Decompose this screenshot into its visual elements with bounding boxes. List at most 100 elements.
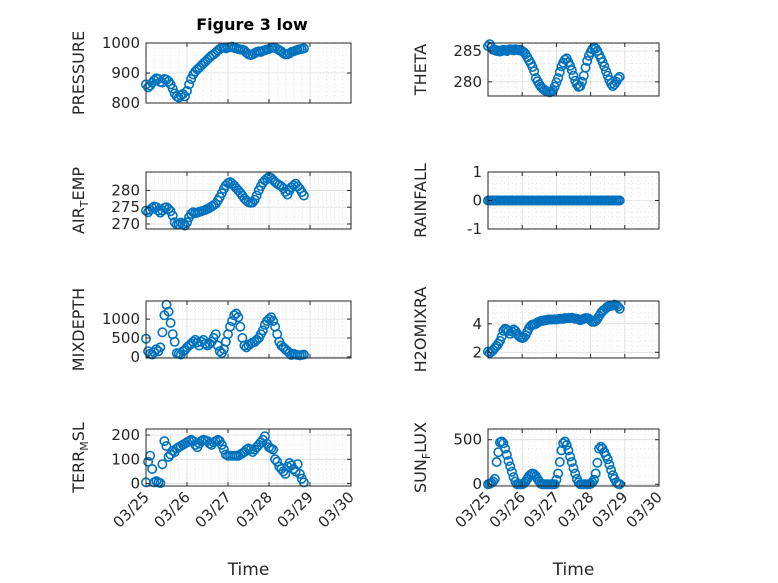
data-point [292, 459, 303, 470]
data-point [561, 439, 572, 450]
data-point [157, 327, 168, 338]
data-point [149, 477, 160, 488]
data-point [580, 62, 591, 73]
data-point [167, 83, 178, 94]
y-tick-label: 200 [111, 426, 140, 444]
data-point [614, 195, 625, 206]
data-point [505, 461, 516, 472]
subplot-rainfall: -1 0 1 RAINFALL [411, 163, 660, 238]
axes-frame [145, 171, 352, 230]
data-point [568, 463, 579, 474]
y-tick-label: 0 [130, 475, 140, 493]
data-point [612, 73, 623, 84]
data-point [568, 70, 579, 81]
data-point [556, 445, 567, 456]
data-point [147, 202, 158, 213]
subplot-theta: 280 285 THETA [411, 39, 660, 98]
y-tick-label: 1 [472, 163, 482, 181]
data-point [614, 71, 625, 82]
data-point [503, 456, 514, 467]
data-point [239, 340, 250, 351]
data-point [489, 473, 500, 484]
x-tick-label: 03/26 [486, 488, 529, 531]
data-point [563, 445, 574, 456]
data-point [606, 464, 617, 475]
y-axis-label: THETA [411, 44, 430, 96]
data-point [155, 342, 166, 353]
x-tick-label: 03/29 [588, 488, 631, 531]
y-axis-label: TERRMSL [69, 422, 91, 494]
y-tick-label: 285 [453, 42, 482, 60]
y-axis-label: RAINFALL [411, 163, 430, 238]
data-point [553, 73, 564, 84]
y-tick-label: 1000 [102, 34, 140, 52]
x-tick-label: 03/27 [192, 488, 235, 531]
data-point [184, 79, 195, 90]
y-tick-label: 500 [111, 329, 140, 347]
axes-frame [487, 300, 660, 359]
data-point [165, 317, 176, 328]
y-axis-label: MIXDEPTH [69, 288, 88, 371]
x-tick-label: 03/25 [110, 488, 153, 531]
data-point [602, 454, 613, 465]
data-point [298, 43, 309, 54]
data-point [554, 456, 565, 467]
data-point [167, 210, 178, 221]
data-point [566, 456, 577, 467]
data-point [554, 67, 565, 78]
data-point [157, 459, 168, 470]
data-point [298, 477, 309, 488]
data-point [590, 468, 601, 479]
data-point [614, 303, 625, 314]
axes-background [488, 301, 659, 358]
y-tick-label: 4 [472, 315, 482, 333]
x-tick-label: 03/30 [623, 488, 666, 531]
x-tick-label: 03/30 [315, 488, 358, 531]
x-tick-label: 03/26 [151, 488, 194, 531]
data-point [588, 474, 599, 485]
data-point [147, 463, 158, 474]
data-point [163, 306, 174, 317]
y-tick-label: 280 [453, 73, 482, 91]
x-axis-label: Time [552, 560, 595, 580]
y-tick-label: 0 [472, 192, 482, 210]
x-axis-label: Time [227, 560, 270, 580]
data-point [576, 76, 587, 87]
data-point [153, 205, 164, 216]
data-point [570, 468, 581, 479]
axes-background [146, 429, 351, 486]
data-point [553, 468, 564, 479]
data-point [143, 456, 154, 467]
y-tick-label: 500 [453, 431, 482, 449]
data-point [272, 456, 283, 467]
x-tick-label: 03/28 [233, 488, 276, 531]
data-point [612, 301, 623, 312]
subplot-pressure: 800 900 1000 PRESSURE [69, 31, 352, 115]
y-tick-label: 270 [111, 215, 140, 233]
subplot-h2omixra: 2 4 H2OMIXRA [411, 287, 660, 372]
y-tick-label: 275 [111, 198, 140, 216]
data-point [298, 349, 309, 360]
data-point [245, 444, 256, 455]
y-tick-label: 0 [472, 475, 482, 493]
x-tick-label: 03/28 [554, 488, 597, 531]
data-point [549, 479, 560, 490]
data-point [604, 459, 615, 470]
data-point [592, 457, 603, 468]
y-tick-label: 0 [130, 348, 140, 366]
data-point [268, 315, 279, 326]
data-point [294, 468, 305, 479]
data-point [565, 451, 576, 462]
x-tick-label: 03/27 [520, 488, 563, 531]
data-point [210, 329, 221, 340]
axes-frame [145, 300, 352, 359]
data-point [506, 466, 517, 477]
data-point [501, 449, 512, 460]
x-tick-label: 03/29 [274, 488, 317, 531]
y-tick-label: 1000 [102, 310, 140, 328]
